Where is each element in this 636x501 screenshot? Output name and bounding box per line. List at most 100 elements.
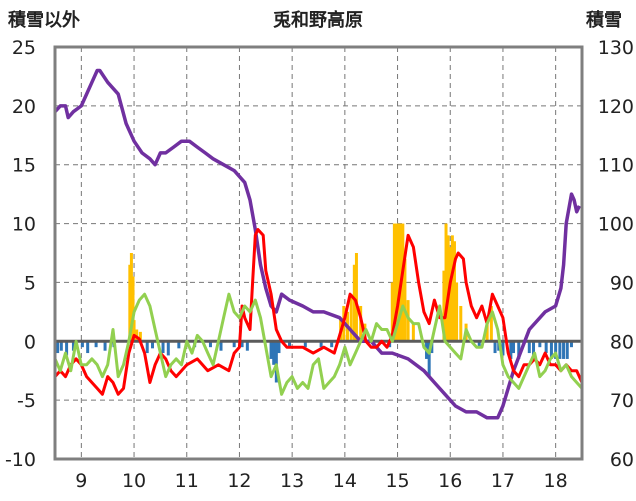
snowmelt-bar	[562, 341, 566, 359]
snowfall-bar	[448, 247, 452, 342]
snowfall-bar	[132, 320, 136, 342]
snowfall-bar	[349, 294, 353, 342]
x-tick-label: 13	[280, 470, 304, 492]
snowmelt-bar	[150, 341, 154, 349]
snowmelt-bar	[477, 341, 481, 348]
right-tick-label: 100	[598, 214, 634, 236]
snowmelt-bar	[80, 341, 84, 348]
snowmelt-bar	[166, 341, 170, 356]
snowmelt-bar	[288, 341, 292, 348]
snowfall-bar	[403, 258, 407, 342]
right-tick-label: 130	[598, 37, 634, 59]
snowmelt-bar	[145, 341, 149, 354]
snowfall-bar	[394, 223, 398, 342]
humidity-line	[53, 292, 584, 396]
snowmelt-bar	[94, 341, 98, 348]
snowmelt-bar	[240, 341, 244, 348]
snowfall-bar	[138, 331, 142, 342]
snowmelt-bar	[544, 341, 548, 354]
snowmelt-bar	[517, 341, 521, 359]
snowfall-bar	[411, 323, 415, 342]
snowmelt-bar	[549, 341, 553, 359]
left-tick-label: -10	[5, 449, 36, 471]
right-tick-label: 60	[610, 449, 634, 471]
snowmelt-bar	[565, 341, 569, 359]
snowmelt-bar	[56, 341, 60, 354]
x-tick-label: 12	[227, 470, 251, 492]
snowmelt-bar	[245, 341, 249, 351]
snowmelt-bar	[558, 341, 562, 359]
chart-title: 兎和野高原	[273, 10, 363, 31]
x-tick-label: 15	[385, 470, 409, 492]
left-tick-label: 15	[12, 155, 36, 177]
snowmelt-bar	[303, 341, 307, 348]
right-axis-label: 積雪	[586, 10, 622, 31]
snowmelt-bar	[511, 341, 515, 354]
snowmelt-bar	[538, 341, 542, 348]
snowfall-bar	[129, 253, 133, 342]
snowfall-bar	[452, 241, 456, 342]
snowmelt-bar	[501, 341, 505, 356]
snowmelt-bar	[493, 341, 497, 354]
snowfall-bar	[442, 270, 446, 342]
snowmelt-bar	[274, 341, 278, 383]
snowfall-bar	[489, 305, 493, 342]
right-tick-label: 90	[610, 272, 634, 294]
x-tick-label: 18	[544, 470, 568, 492]
x-tick-label: 16	[438, 470, 462, 492]
snowmelt-bar	[319, 341, 323, 348]
snowmelt-bar	[65, 341, 69, 356]
snowfall-bar	[450, 235, 454, 342]
plot-frame	[53, 45, 584, 461]
snowmelt-bar	[219, 341, 223, 351]
snowmelt-bar	[269, 341, 273, 359]
snowfall-bar	[131, 276, 135, 342]
left-tick-label: -5	[17, 390, 36, 412]
snowmelt-bar	[509, 341, 513, 359]
snowmelt-bar	[427, 341, 431, 377]
snowfall-bar	[401, 223, 405, 342]
snowfall-bar	[406, 300, 410, 342]
x-tick-label: 11	[175, 470, 199, 492]
snowmelt-bar	[569, 341, 573, 348]
snowfall-bar	[459, 305, 463, 342]
left-tick-label: 10	[12, 214, 36, 236]
right-tick-label: 80	[610, 331, 634, 353]
x-tick-label: 9	[75, 470, 87, 492]
snowmelt-bar	[208, 341, 212, 348]
snowfall-bar	[352, 264, 356, 342]
snowmelt-bar	[330, 341, 334, 348]
snowmelt-bar	[554, 341, 558, 359]
left-tick-label: 20	[12, 96, 36, 118]
snowmelt-bar	[232, 341, 236, 348]
x-tick-label: 14	[333, 470, 357, 492]
right-tick-label: 120	[598, 96, 634, 118]
x-tick-label: 17	[491, 470, 515, 492]
snowfall-bar	[397, 223, 401, 342]
snowmelt-bar	[71, 341, 75, 351]
left-tick-label: 25	[12, 37, 36, 59]
snowfall-bar	[444, 223, 448, 342]
temperature-line	[53, 228, 584, 396]
snowfall-bar	[455, 282, 459, 342]
snowmelt-bar	[527, 341, 531, 354]
left-tick-label: 5	[24, 272, 36, 294]
left-axis-label: 積雪以外	[8, 10, 80, 31]
snowmelt-bar	[59, 341, 63, 351]
snowfall-bar	[392, 223, 396, 342]
snowfall-bar	[128, 264, 132, 342]
snowmelt-bar	[277, 341, 281, 354]
snowmelt-bar	[272, 341, 276, 365]
snowmelt-bar	[177, 341, 181, 349]
right-tick-label: 110	[598, 155, 634, 177]
snowfall-bar	[354, 253, 358, 342]
snowfall-bar	[390, 282, 394, 342]
snowmelt-bar	[86, 341, 90, 354]
snowmelt-bar	[532, 341, 536, 356]
left-tick-label: 0	[24, 331, 36, 353]
snowmelt-bar	[103, 341, 107, 351]
snowmelt-bar	[161, 341, 165, 354]
x-tick-label: 10	[122, 470, 146, 492]
